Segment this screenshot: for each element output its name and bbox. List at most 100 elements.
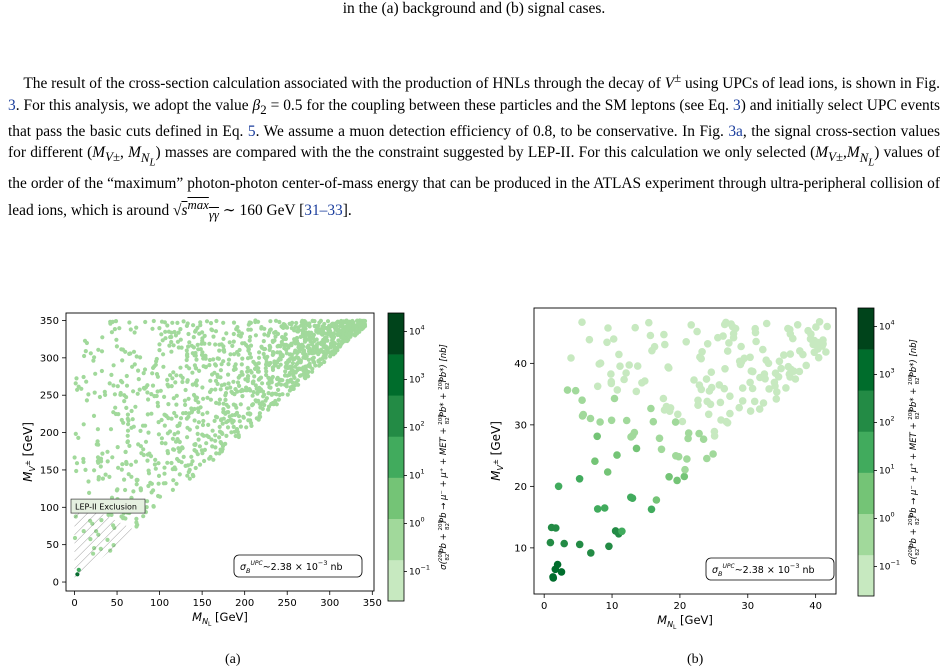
- scatter-point: [141, 371, 146, 376]
- scatter-point: [755, 405, 764, 413]
- scatter-point: [181, 454, 186, 459]
- scatter-point: [195, 431, 200, 436]
- scatter-point: [100, 451, 105, 456]
- scatter-point: [340, 334, 346, 339]
- scatter-point: [238, 402, 243, 407]
- scatter-point: [231, 331, 236, 337]
- scatter-point: [169, 349, 174, 354]
- scatter-point: [262, 346, 268, 352]
- scatter-point: [207, 389, 213, 395]
- scatter-point: [178, 448, 183, 453]
- scatter-point: [571, 386, 580, 395]
- scatter-point: [134, 520, 139, 525]
- scatter-point: [336, 338, 341, 343]
- scatter-point: [117, 326, 122, 331]
- cite-link[interactable]: 31–33: [304, 202, 343, 219]
- scatter-point: [224, 420, 229, 425]
- scatter-point: [276, 381, 282, 386]
- scatter-point: [110, 455, 115, 460]
- scatter-point: [575, 475, 584, 483]
- scatter-point: [248, 327, 253, 332]
- scatter-point: [174, 393, 179, 398]
- scatter-point: [750, 397, 759, 406]
- scatter-point: [154, 359, 159, 364]
- scatter-point: [284, 342, 289, 347]
- fig-link[interactable]: 3a: [728, 123, 743, 141]
- scatter-point: [152, 364, 157, 369]
- scatter-point: [666, 404, 675, 412]
- scatter-point: [259, 326, 264, 331]
- scatter-point: [174, 373, 179, 378]
- scatter-point: [591, 457, 599, 465]
- scatter-point: [578, 412, 587, 420]
- scatter-point: [221, 336, 226, 341]
- scatter-point: [738, 397, 747, 405]
- scatter-point: [607, 416, 616, 425]
- scatter-point: [593, 382, 602, 391]
- scatter-point: [671, 418, 680, 426]
- scatter-point: [267, 385, 272, 390]
- scatter-point: [193, 350, 198, 356]
- para-text: ) and initially select UPC events that p…: [8, 96, 941, 141]
- eq-link[interactable]: 5: [247, 123, 256, 141]
- scatter-point: [173, 380, 178, 385]
- scatter-point: [276, 397, 281, 402]
- scatter-point: [716, 398, 725, 407]
- scatter-point: [133, 459, 138, 464]
- scatter-point: [310, 318, 315, 323]
- scatter-point: [113, 319, 119, 324]
- scatter-point: [200, 422, 206, 428]
- scatter-point: [233, 412, 238, 417]
- scatter-point: [170, 487, 175, 492]
- scatter-point: [213, 329, 219, 334]
- scatter-point: [166, 402, 171, 407]
- scatter-point: [207, 363, 212, 368]
- scatter-point: [553, 560, 562, 569]
- scatter-point: [184, 353, 190, 358]
- scatter-point: [176, 345, 181, 350]
- colorbar-segment: [858, 554, 874, 597]
- colorbar-segment: [858, 308, 874, 350]
- eq-link[interactable]: 3: [733, 96, 741, 114]
- colorbar-segment: [388, 477, 404, 520]
- scatter-point: [609, 335, 618, 343]
- scatter-point: [145, 412, 150, 417]
- scatter-point: [100, 476, 105, 481]
- scatter-point: [86, 479, 91, 484]
- scatter-point: [200, 350, 205, 355]
- scatter-point: [169, 384, 174, 389]
- scatter-point: [823, 322, 831, 331]
- scatter-point: [176, 430, 181, 435]
- scatter-point: [177, 439, 182, 445]
- scatter-point: [338, 342, 344, 347]
- fig-link[interactable]: 3: [8, 96, 16, 114]
- scatter-point: [213, 342, 218, 347]
- scatter-point: [103, 472, 108, 477]
- scatter-point: [159, 417, 164, 423]
- scatter-point: [618, 527, 626, 536]
- scatter-point: [291, 369, 296, 374]
- scatter-point: [215, 415, 220, 420]
- scatter-point: [575, 540, 584, 549]
- scatter-point: [158, 388, 163, 393]
- scatter-point: [253, 318, 258, 323]
- scatter-point: [289, 326, 294, 331]
- scatter-point: [647, 404, 655, 413]
- scatter-point: [259, 344, 264, 349]
- scatter-point: [83, 467, 88, 472]
- scatter-point: [125, 428, 131, 433]
- scatter-point: [115, 445, 120, 450]
- scatter-point: [183, 387, 188, 393]
- scatter-point: [306, 349, 312, 354]
- scatter-point: [331, 335, 336, 340]
- scatter-point: [128, 327, 133, 332]
- para-text: ].: [342, 202, 352, 219]
- scatter-point: [274, 402, 279, 407]
- scatter-point: [145, 383, 150, 388]
- x-tick-label: 20: [674, 601, 687, 612]
- scatter-point: [228, 385, 233, 390]
- para-text: . We assume a muon detection efficiency …: [255, 123, 729, 141]
- scatter-point: [126, 472, 131, 477]
- scatter-point: [248, 343, 254, 348]
- legend-text: σBUPC~2.38 × 10−3 nb: [712, 562, 815, 578]
